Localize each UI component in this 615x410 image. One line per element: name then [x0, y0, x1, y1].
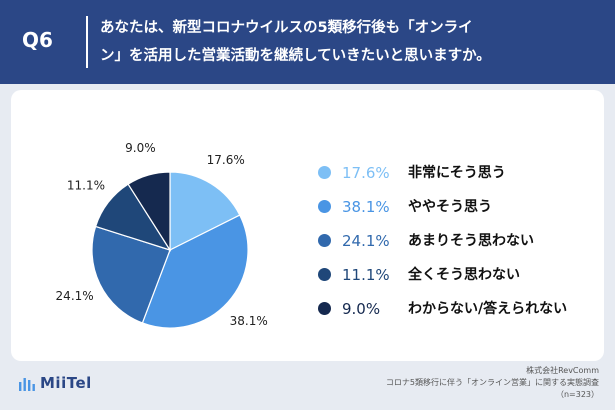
legend-value-3: 24.1% [342, 232, 390, 250]
pie-slice-label-4: 11.1% [67, 178, 105, 192]
question-title: あなたは、新型コロナウイルスの5類移行後も「オンライ ン」を活用した営業活動を継… [100, 14, 605, 70]
survey-name: コロナ5類移行に伴う「オンライン営業」に関する実態調査 [385, 378, 599, 387]
legend-label-3: あまりそう思わない [408, 233, 534, 249]
legend-label-4: 全くそう思わない [408, 267, 520, 283]
pie-slice-label-1: 17.6% [207, 153, 245, 167]
sample-size: （n=323） [555, 390, 599, 399]
miitel-logo-text: MiiTel [40, 374, 92, 392]
pie-slice-label-5: 9.0% [125, 141, 156, 155]
legend-swatch-2 [318, 200, 331, 213]
legend-value-5: 9.0% [342, 300, 381, 318]
miitel-logo-icon [19, 378, 35, 391]
pie-slice-label-3: 24.1% [56, 289, 94, 303]
legend-label-2: ややそう思う [408, 199, 492, 215]
question-title-line-1: あなたは、新型コロナウイルスの5類移行後も「オンライ [100, 20, 473, 36]
question-number: Q6 [22, 28, 53, 52]
pie-slice-1 [169, 171, 241, 251]
company-name: 株式会社RevComm [526, 366, 599, 375]
question-title-line-2: ン」を活用した営業活動を継続していきたいと思いますか。 [100, 48, 491, 64]
legend-value-4: 11.1% [342, 266, 390, 284]
legend-label-1: 非常にそう思う [408, 165, 506, 181]
pie-slice-5 [127, 171, 171, 253]
legend-swatch-4 [318, 268, 331, 281]
credits: 株式会社RevComm コロナ5類移行に伴う「オンライン営業」に関する実態調査 … [386, 365, 599, 401]
legend-swatch-5 [318, 302, 331, 315]
legend-value-2: 38.1% [342, 198, 390, 216]
legend-label-5: わからない/答えられない [408, 301, 568, 317]
legend-value-1: 17.6% [342, 164, 390, 182]
pie-slice-3 [91, 225, 171, 324]
legend-swatch-3 [318, 234, 331, 247]
header: Q6 あなたは、新型コロナウイルスの5類移行後も「オンライ ン」を活用した営業活… [0, 0, 615, 84]
pie-slice-label-2: 38.1% [230, 314, 268, 328]
legend-swatch-1 [318, 166, 331, 179]
header-divider [86, 16, 88, 68]
pie-slice-2 [141, 214, 249, 329]
